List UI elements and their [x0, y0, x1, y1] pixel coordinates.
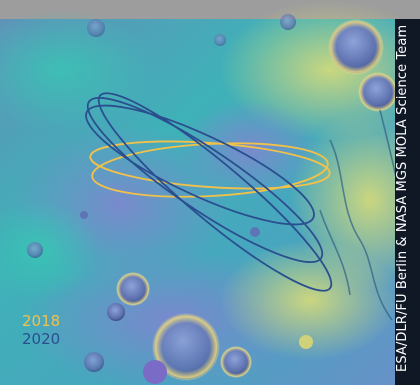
- valley-line: [329, 139, 393, 321]
- legend-item-2020: 2020: [22, 330, 61, 348]
- image-credit: ESA/DLR/FU Berlin & NASA MGS MOLA Scienc…: [395, 24, 410, 372]
- orbit-2018: [91, 142, 329, 198]
- orbit-2020: [85, 104, 315, 226]
- crater: [143, 360, 167, 384]
- terrain-lowland: [180, 100, 320, 200]
- crater: [299, 335, 313, 349]
- crater: [214, 34, 226, 46]
- crater: [80, 211, 88, 219]
- legend: 2018 2020: [22, 312, 60, 348]
- credit-band: [395, 19, 420, 385]
- terrain-highland: [220, 240, 400, 360]
- crater: [250, 227, 260, 237]
- legend-item-2018: 2018: [22, 312, 61, 330]
- craters: [27, 14, 398, 384]
- crater-rim: [328, 19, 384, 75]
- crater: [107, 303, 125, 321]
- crater: [87, 19, 105, 37]
- orbit-2020: [97, 92, 333, 292]
- valley-line: [319, 209, 351, 296]
- crater-rim: [116, 272, 150, 306]
- crater: [84, 352, 104, 372]
- crater: [27, 242, 43, 258]
- crater-rim: [152, 313, 220, 381]
- crater: [280, 14, 296, 30]
- terrain-patch: [0, 200, 100, 300]
- orbit-tracks: [85, 92, 333, 292]
- crater-rim: [358, 72, 398, 112]
- crater-rim: [220, 346, 252, 378]
